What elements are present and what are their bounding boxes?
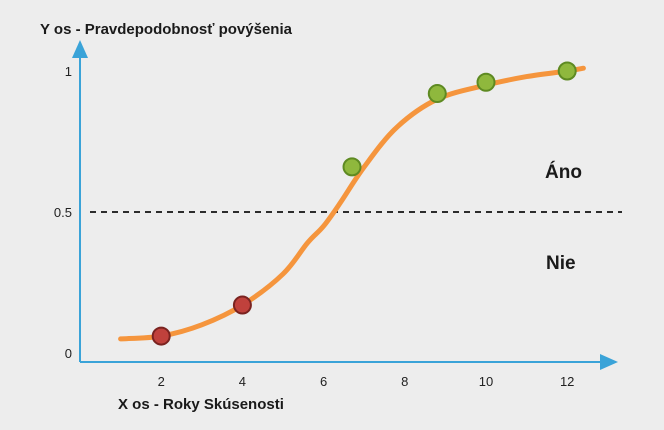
data-point-nie bbox=[232, 295, 252, 315]
x-tick-label: 8 bbox=[401, 374, 408, 389]
x-tick-label: 10 bbox=[479, 374, 493, 389]
y-tick-label: 0.5 bbox=[54, 205, 72, 220]
data-point-ano bbox=[476, 72, 496, 92]
data-point-nie bbox=[151, 326, 171, 346]
x-tick-label: 6 bbox=[320, 374, 327, 389]
data-point-ano bbox=[427, 84, 447, 104]
region-label-ano: Áno bbox=[545, 161, 582, 183]
region-label-nie: Nie bbox=[546, 253, 576, 274]
y-tick-label: 1 bbox=[65, 64, 72, 79]
x-tick-label: 2 bbox=[158, 374, 165, 389]
x-tick-labels: 2 4 6 8 10 12 bbox=[158, 374, 575, 389]
y-tick-labels: 00.51 bbox=[54, 64, 72, 361]
y-axis-title: Y os - Pravdepodobnosť povýšenia bbox=[40, 21, 293, 38]
x-tick-label: 12 bbox=[560, 374, 574, 389]
x-tick-label: 4 bbox=[239, 374, 246, 389]
x-axis-title: X os - Roky Skúsenosti bbox=[118, 396, 284, 413]
data-points bbox=[151, 61, 577, 346]
data-point-ano bbox=[557, 61, 577, 81]
sigmoid-curve bbox=[118, 65, 586, 342]
data-point-ano bbox=[342, 157, 362, 177]
y-tick-label: 0 bbox=[65, 346, 72, 361]
